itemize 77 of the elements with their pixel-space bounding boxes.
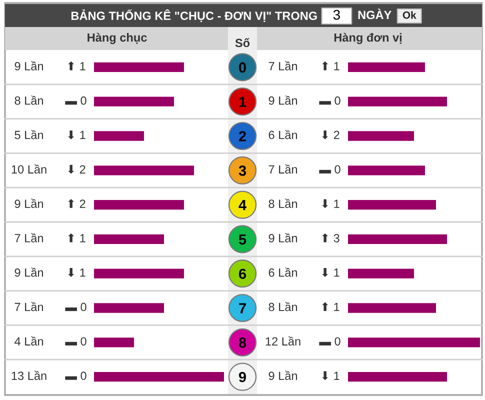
bar — [94, 372, 224, 382]
data-label: 6 Lần — [268, 130, 298, 140]
text: ▬ 0 — [65, 337, 86, 346]
text: ▬ 0 — [319, 337, 340, 346]
text: ⬆ 1 — [68, 233, 86, 242]
bar — [348, 131, 414, 141]
text: ⬇ 2 — [68, 164, 86, 174]
y-tick-label: 7 — [239, 303, 246, 314]
bar — [94, 338, 134, 348]
y-tick-label: 2 — [238, 131, 246, 142]
bar — [348, 372, 447, 382]
bar — [348, 96, 447, 106]
bar — [94, 303, 164, 313]
data-label: 7 Lần — [14, 302, 44, 312]
text: ▬ 0 — [319, 96, 340, 105]
bar — [94, 131, 144, 141]
data-label: 9 Lần — [268, 370, 298, 380]
data-label: 9 Lần — [14, 198, 44, 208]
bar — [94, 200, 184, 210]
y-tick-label: 8 — [238, 338, 246, 348]
bar — [94, 96, 174, 106]
text: NGÀY — [358, 8, 392, 20]
text: ⬇ 1 — [322, 371, 340, 380]
data-label: 7 Lần — [268, 164, 298, 174]
chart-title: Hàng đơn vị — [334, 32, 402, 44]
text: BẢNG THỐNG KÊ "CHỤC - ĐƠN VỊ" TRONG — [71, 9, 317, 22]
text: ⬇ 1 — [68, 268, 86, 277]
data-label: 9 Lần — [14, 61, 44, 70]
text: ⬇ 1 — [322, 199, 340, 208]
bar — [348, 234, 447, 244]
text: Ok — [402, 11, 416, 19]
bar — [94, 62, 184, 72]
bar — [348, 62, 425, 72]
data-label: 10 Lần — [12, 164, 46, 174]
bar — [348, 166, 425, 176]
chart-title: Hàng chục — [88, 32, 147, 44]
y-tick-label: 3 — [238, 166, 246, 176]
text: ▬ 0 — [65, 372, 86, 380]
data-label: 8 Lần — [268, 302, 298, 312]
data-label: 9 Lần — [14, 268, 44, 277]
data-label: 7 Lần — [14, 233, 44, 242]
bar — [94, 268, 184, 278]
y-tick-label: 0 — [239, 62, 246, 73]
text: ▬ 0 — [319, 165, 340, 174]
y-axis-title: Số — [235, 38, 250, 48]
text: ⬇ 1 — [68, 130, 86, 140]
data-label: 9 Lần — [268, 96, 298, 105]
bar — [94, 166, 194, 176]
text: ⬇ 2 — [322, 130, 340, 140]
bar — [348, 303, 436, 313]
text: ⬇ 1 — [322, 268, 340, 277]
text: 3 — [333, 10, 340, 20]
y-tick-label: 5 — [238, 234, 246, 245]
data-label: 8 Lần — [14, 96, 44, 105]
data-label: 7 Lần — [268, 61, 298, 70]
y-tick-label: 6 — [238, 268, 246, 280]
text: ⬆ 3 — [322, 233, 340, 242]
data-label: 4 Lần — [14, 336, 44, 346]
data-label: 12 Lần — [266, 336, 300, 346]
y-tick-label: 1 — [239, 96, 246, 107]
data-label: 6 Lần — [268, 268, 298, 277]
text: ⬆ 1 — [322, 302, 340, 312]
bar — [348, 200, 436, 210]
text: ⬆ 1 — [68, 61, 86, 70]
bar — [94, 234, 164, 244]
data-label: 9 Lần — [268, 233, 298, 242]
y-tick-label: 9 — [238, 372, 246, 382]
y-tick-label: 4 — [238, 200, 246, 210]
bar — [348, 338, 480, 348]
text: ⬆ 2 — [68, 198, 86, 208]
text: ▬ 0 — [65, 302, 86, 312]
data-label: 13 Lần — [12, 370, 46, 380]
text: ⬆ 1 — [322, 61, 340, 70]
text: ▬ 0 — [65, 96, 86, 105]
bar — [348, 268, 414, 278]
data-label: 5 Lần — [14, 130, 44, 140]
data-label: 8 Lần — [268, 198, 298, 208]
